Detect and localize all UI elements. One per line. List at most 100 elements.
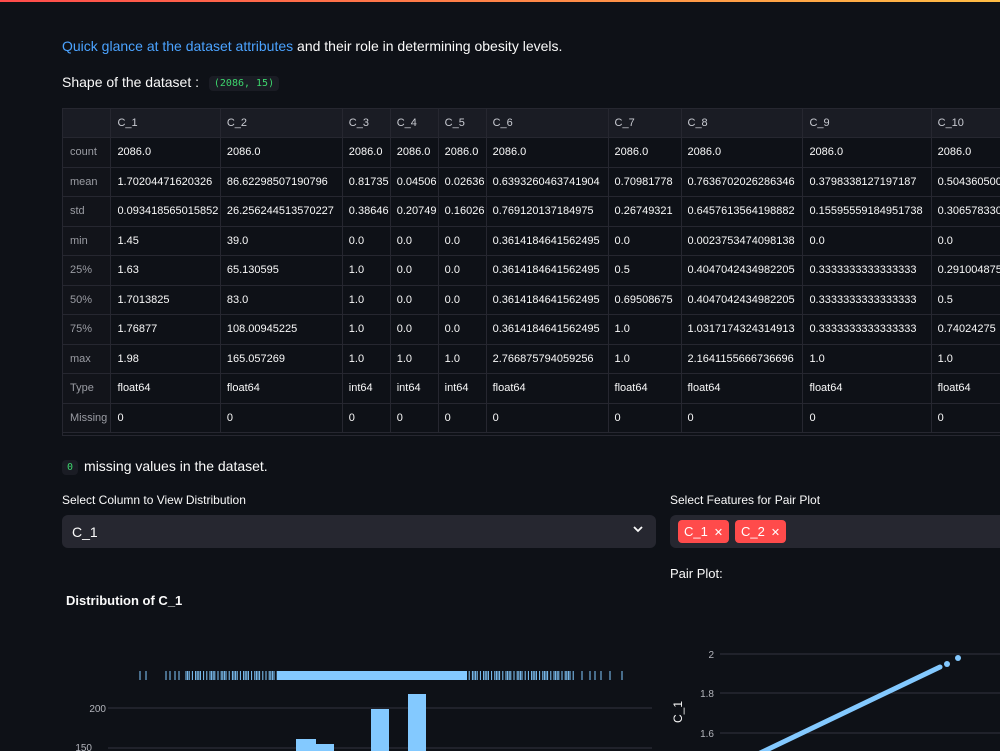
column-header[interactable]: C_4: [390, 109, 439, 138]
row-label: 25%: [63, 255, 112, 286]
shape-value: (2086, 15): [208, 76, 280, 91]
table-cell: 39.0: [220, 226, 343, 256]
table-cell: 0: [110, 403, 221, 433]
pair-ytick: 1.8: [700, 689, 714, 700]
table-cell: 2086.0: [110, 137, 221, 168]
tag-c1-label: C_1: [684, 524, 708, 539]
column-header[interactable]: C_1: [110, 109, 221, 138]
row-label: min: [63, 226, 112, 256]
column-header[interactable]: C_2: [220, 109, 343, 138]
pair-ytick: 2: [708, 650, 714, 661]
table-cell: 0.0: [342, 226, 391, 256]
table-cell: 0.0: [438, 226, 487, 256]
ytick-150: 150: [75, 743, 92, 751]
column-header[interactable]: C_10: [931, 109, 1000, 138]
table-cell: 0.291004875: [931, 255, 1000, 286]
table-cell: 0.0: [438, 255, 487, 286]
table-cell: float64: [486, 373, 609, 404]
attributes-link[interactable]: Quick glance at the dataset attributes: [62, 38, 294, 54]
intro-rest: and their role in determining obesity le…: [293, 38, 563, 54]
table-cell: 2086.0: [931, 137, 1000, 168]
column-header[interactable]: C_3: [342, 109, 391, 138]
column-header[interactable]: C_8: [681, 109, 804, 138]
table-cell: 0: [438, 403, 487, 433]
tag-c1[interactable]: C_1 ✕: [678, 520, 730, 543]
table-row: count 2086.0 2086.0 2086.0 2086.0 2086.0 2086.…: [63, 137, 1000, 168]
table-row: min 1.45 39.0 0.0 0.0 0.0 0.3614184641562495 0.…: [63, 226, 1000, 256]
chevron-down-icon: [632, 523, 644, 538]
table-cell: float64: [681, 373, 804, 404]
table-cell: 0.0: [608, 226, 682, 256]
table-cell: 2086.0: [608, 137, 682, 168]
table-row: max 1.98 165.057269 1.0 1.0 1.0 2.766875794059…: [63, 344, 1000, 374]
dist-select-label: Select Column to View Distribution: [62, 493, 246, 507]
rug-dense-band: [277, 671, 467, 680]
column-select-value: C_1: [72, 524, 98, 540]
table-cell: 0.38646: [342, 196, 391, 227]
missing-summary: 0 missing values in the dataset.: [62, 458, 268, 475]
row-label: mean: [63, 167, 112, 197]
pair-ytick: 1.6: [700, 729, 714, 740]
column-header[interactable]: C_9: [802, 109, 932, 138]
table-cell: 0.02636: [438, 167, 487, 197]
hist-bar: [371, 709, 389, 751]
table-cell: 0.69508675: [608, 285, 682, 315]
table-cell: 0.7636702026286346: [681, 167, 804, 197]
hist-bar: [316, 744, 334, 751]
tag-c2-label: C_2: [741, 524, 765, 539]
table-cell: 0.26749321: [608, 196, 682, 227]
column-header[interactable]: C_6: [486, 109, 609, 138]
table-cell: 0.3333333333333333: [802, 255, 932, 286]
remove-tag-icon[interactable]: ✕: [770, 527, 781, 539]
table-cell: 0.3614184641562495: [486, 285, 609, 315]
table-cell: 0.3333333333333333: [802, 285, 932, 315]
table-row: 75% 1.76877 108.00945225 1.0 0.0 0.0 0.3614184…: [63, 314, 1000, 345]
table-cell: 2086.0: [802, 137, 932, 168]
table-cell: 0: [486, 403, 609, 433]
column-header[interactable]: C_5: [438, 109, 487, 138]
ytick-200: 200: [89, 704, 106, 715]
column-select[interactable]: C_1: [62, 515, 656, 548]
table-cell: 1.98: [110, 344, 221, 374]
pair-features-multiselect[interactable]: C_1 ✕ C_2 ✕: [670, 515, 1000, 548]
table-cell: 1.0: [931, 344, 1000, 374]
table-cell: float64: [931, 373, 1000, 404]
pair-select-label: Select Features for Pair Plot: [670, 493, 821, 507]
table-cell: 0.0: [390, 314, 439, 345]
table-cell: 0.04506: [390, 167, 439, 197]
stats-table[interactable]: C_1C_2C_3C_4C_5C_6C_7C_8C_9C_10C_11 coun…: [62, 108, 1000, 436]
table-row: std 0.093418565015852 26.256244513570227 0.…: [63, 196, 1000, 227]
table-cell: 0.0: [390, 255, 439, 286]
table-cell: 1.0: [342, 344, 391, 374]
table-row: 50% 1.7013825 83.0 1.0 0.0 0.0 0.3614184641562…: [63, 285, 1000, 315]
table-cell: 108.00945225: [220, 314, 343, 345]
column-header[interactable]: C_7: [608, 109, 682, 138]
table-cell: 1.0: [342, 314, 391, 345]
table-cell: 0.6393260463741904: [486, 167, 609, 197]
table-cell: 2086.0: [220, 137, 343, 168]
table-cell: 1.70204471620326: [110, 167, 221, 197]
table-cell: 2086.0: [390, 137, 439, 168]
distribution-title: Distribution of C_1: [66, 593, 183, 608]
hist-bar: [408, 694, 426, 751]
table-cell: 1.0: [438, 344, 487, 374]
table-row: Type float64 float64 int64 int64 int64 float64…: [63, 373, 1000, 404]
tag-c2[interactable]: C_2 ✕: [735, 520, 787, 543]
table-cell: float64: [110, 373, 221, 404]
table-cell: 0.15595559184951738: [802, 196, 932, 227]
remove-tag-icon[interactable]: ✕: [713, 527, 724, 539]
table-cell: 0.6457613564198882: [681, 196, 804, 227]
scatter-point: [955, 655, 961, 661]
row-label: Missing: [63, 403, 112, 433]
table-cell: 0.5: [931, 285, 1000, 315]
table-cell: 0.0: [390, 285, 439, 315]
table-cell: 1.76877: [110, 314, 221, 345]
table-cell: int64: [342, 373, 391, 404]
rug-plot: [139, 671, 623, 680]
scatter-point: [944, 661, 950, 667]
table-cell: 0.0023753474098138: [681, 226, 804, 256]
table-cell: 0.3333333333333333: [802, 314, 932, 345]
row-label: count: [63, 137, 112, 168]
table-cell: 1.0: [608, 314, 682, 345]
